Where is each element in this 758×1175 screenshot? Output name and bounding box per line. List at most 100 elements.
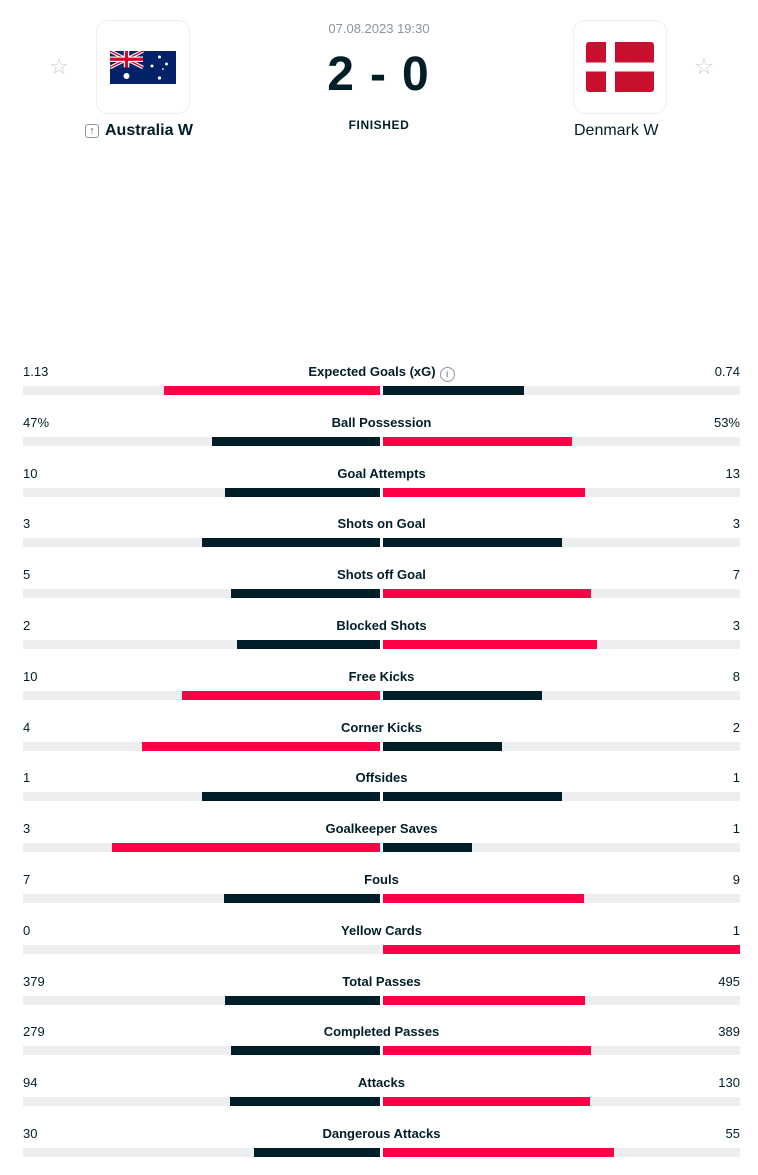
score-home: 2 [327, 48, 356, 101]
stat-label-line: 3 Shots on Goal 3 [23, 514, 740, 534]
home-team-name[interactable]: ↑ Australia W [85, 120, 193, 142]
stat-label-line: 1.13 Expected Goals (xG) i 0.74 [23, 362, 740, 382]
stat-label-line: 1 Offsides 1 [23, 768, 740, 788]
home-bar-fill [254, 1147, 380, 1157]
stat-category: Goalkeeper Saves [23, 819, 740, 839]
stat-home-value: 0 [23, 922, 31, 938]
stat-row: 1.13 Expected Goals (xG) i 0.74 [23, 362, 740, 413]
stat-row: 279 Completed Passes 389 [23, 1022, 740, 1073]
stat-away-value: 3 [732, 516, 740, 532]
home-bar-fill [225, 995, 380, 1005]
stat-category: Total Passes [23, 972, 740, 992]
stat-row: 3 Shots on Goal 3 [23, 514, 740, 565]
stat-label-line: 3 Goalkeeper Saves 1 [23, 819, 740, 839]
stat-category: Goal Attempts [23, 464, 740, 484]
home-bar-track [23, 792, 380, 802]
away-bar-track [383, 1046, 740, 1056]
home-bar-track [23, 639, 380, 649]
stat-bars [23, 487, 740, 497]
stat-category: Completed Passes [23, 1022, 740, 1042]
stat-label-line: 0 Yellow Cards 1 [23, 921, 740, 941]
stat-category-label: Shots on Goal [337, 516, 426, 532]
stat-category-label: Dangerous Attacks [322, 1125, 441, 1141]
stat-row: 47% Ball Possession 53% [23, 413, 740, 464]
home-bar-fill [181, 690, 380, 700]
stat-label-line: 10 Free Kicks 8 [23, 667, 740, 687]
home-team-logo[interactable] [96, 20, 190, 114]
stat-row: 0 Yellow Cards 1 [23, 921, 740, 972]
stat-home-value: 2 [23, 617, 31, 633]
stat-label-line: 7 Fouls 9 [23, 870, 740, 890]
score-separator: - [370, 48, 388, 101]
stat-away-value: 13 [725, 465, 740, 481]
home-bar-track [23, 436, 380, 446]
stat-category: Shots on Goal [23, 514, 740, 534]
stat-home-value: 94 [23, 1075, 38, 1091]
stat-bars [23, 792, 740, 802]
stat-row: 379 Total Passes 495 [23, 972, 740, 1023]
away-bar-fill [383, 1097, 591, 1107]
stat-away-value: 495 [718, 973, 740, 989]
away-bar-fill [383, 944, 740, 954]
home-team-label: Australia W [105, 122, 194, 139]
home-bar-fill [142, 741, 380, 751]
favorite-away-star-icon[interactable]: ☆ [694, 54, 714, 79]
away-bar-fill [383, 741, 502, 751]
away-team-logo[interactable] [573, 20, 667, 114]
stat-away-value: 2 [732, 719, 740, 735]
away-bar-track [383, 436, 740, 446]
stat-row: 94 Attacks 130 [23, 1073, 740, 1124]
home-bar-track [23, 386, 380, 395]
score-away: 0 [401, 48, 431, 101]
home-bar-fill [224, 487, 380, 497]
stat-category-label: Blocked Shots [336, 617, 427, 633]
stat-home-value: 3 [23, 516, 31, 532]
home-bar-fill [201, 792, 380, 802]
away-bar-track [383, 589, 740, 599]
stat-category-label: Free Kicks [348, 668, 415, 684]
stat-label-line: 2 Blocked Shots 3 [23, 616, 740, 636]
home-bar-fill [237, 639, 380, 649]
stat-away-value: 55 [725, 1125, 740, 1141]
stat-row: 10 Goal Attempts 13 [23, 464, 740, 515]
home-bar-track [23, 741, 380, 751]
stat-label-line: 379 Total Passes 495 [23, 972, 740, 992]
away-bar-track [383, 639, 740, 649]
stat-category: Yellow Cards [23, 921, 740, 941]
stat-away-value: 1 [732, 821, 740, 837]
stat-away-value: 3 [732, 617, 740, 633]
denmark-flag-icon [586, 42, 654, 92]
home-bar-track [23, 1046, 380, 1056]
stat-home-value: 1 [23, 770, 31, 786]
stat-label-line: 94 Attacks 130 [23, 1073, 740, 1093]
stat-category-label: Fouls [364, 871, 399, 887]
favorite-home-star-icon[interactable]: ☆ [49, 54, 69, 79]
stat-category-label: Goal Attempts [337, 465, 426, 481]
stat-away-value: 7 [732, 567, 740, 583]
stat-home-value: 379 [23, 973, 45, 989]
home-bar-fill [223, 893, 380, 903]
stat-category-label: Goalkeeper Saves [325, 821, 438, 837]
away-bar-fill [383, 639, 598, 649]
match-status: FINISHED [348, 118, 410, 132]
away-bar-fill [383, 995, 586, 1005]
away-bar-track [383, 843, 740, 853]
home-bar-track [23, 589, 380, 599]
arrow-up-icon: ↑ [85, 124, 99, 138]
stat-home-value: 279 [23, 1024, 45, 1040]
home-bar-track [23, 487, 380, 497]
stat-row: 10 Free Kicks 8 [23, 667, 740, 718]
stat-bars [23, 995, 740, 1005]
stat-category: Dangerous Attacks [23, 1124, 740, 1144]
info-icon[interactable]: i [439, 367, 455, 382]
stat-category: Ball Possession [23, 413, 740, 433]
stat-bars [23, 1097, 740, 1107]
stat-category: Corner Kicks [23, 718, 740, 738]
away-bar-track [383, 893, 740, 903]
home-bar-track [23, 1147, 380, 1157]
away-team-name[interactable]: Denmark W [574, 122, 659, 139]
stat-home-value: 7 [23, 871, 31, 887]
stat-bars [23, 1147, 740, 1157]
stat-category: Offsides [23, 768, 740, 788]
stat-category-label: Expected Goals (xG) [308, 364, 436, 379]
